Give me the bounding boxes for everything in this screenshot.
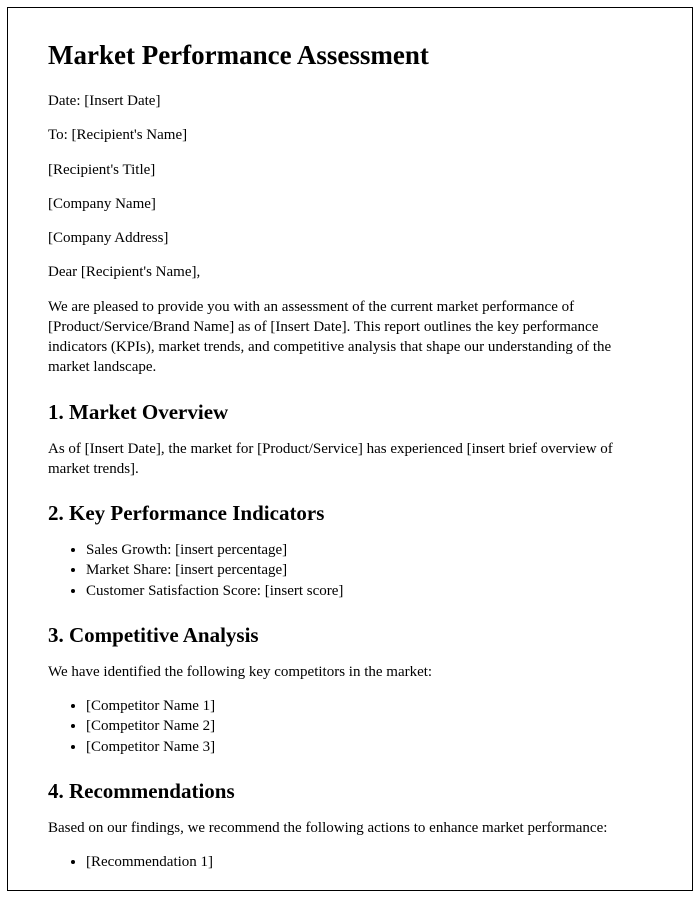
section-heading-kpi: 2. Key Performance Indicators	[48, 501, 652, 526]
competitor-list: [Competitor Name 1] [Competitor Name 2] …	[86, 696, 652, 757]
list-item: [Recommendation 1]	[86, 852, 652, 872]
list-item: Sales Growth: [insert percentage]	[86, 540, 652, 560]
section-heading-recommendations: 4. Recommendations	[48, 779, 652, 804]
list-item: Customer Satisfaction Score: [insert sco…	[86, 581, 652, 601]
section-heading-market-overview: 1. Market Overview	[48, 400, 652, 425]
recommendations-list: [Recommendation 1]	[86, 852, 652, 872]
intro-paragraph: We are pleased to provide you with an as…	[48, 297, 652, 378]
date-line: Date: [Insert Date]	[48, 91, 652, 111]
company-address-line: [Company Address]	[48, 228, 652, 248]
document-title: Market Performance Assessment	[48, 40, 652, 71]
recommendations-body: Based on our findings, we recommend the …	[48, 818, 652, 838]
list-item: [Competitor Name 1]	[86, 696, 652, 716]
list-item: Market Share: [insert percentage]	[86, 560, 652, 580]
recipient-title-line: [Recipient's Title]	[48, 160, 652, 180]
list-item: [Competitor Name 3]	[86, 737, 652, 757]
company-name-line: [Company Name]	[48, 194, 652, 214]
list-item: [Competitor Name 2]	[86, 716, 652, 736]
competitive-body: We have identified the following key com…	[48, 662, 652, 682]
to-line: To: [Recipient's Name]	[48, 125, 652, 145]
market-overview-body: As of [Insert Date], the market for [Pro…	[48, 439, 652, 480]
salutation-line: Dear [Recipient's Name],	[48, 262, 652, 282]
document-page: Market Performance Assessment Date: [Ins…	[7, 7, 693, 891]
kpi-list: Sales Growth: [insert percentage] Market…	[86, 540, 652, 601]
section-heading-competitive: 3. Competitive Analysis	[48, 623, 652, 648]
